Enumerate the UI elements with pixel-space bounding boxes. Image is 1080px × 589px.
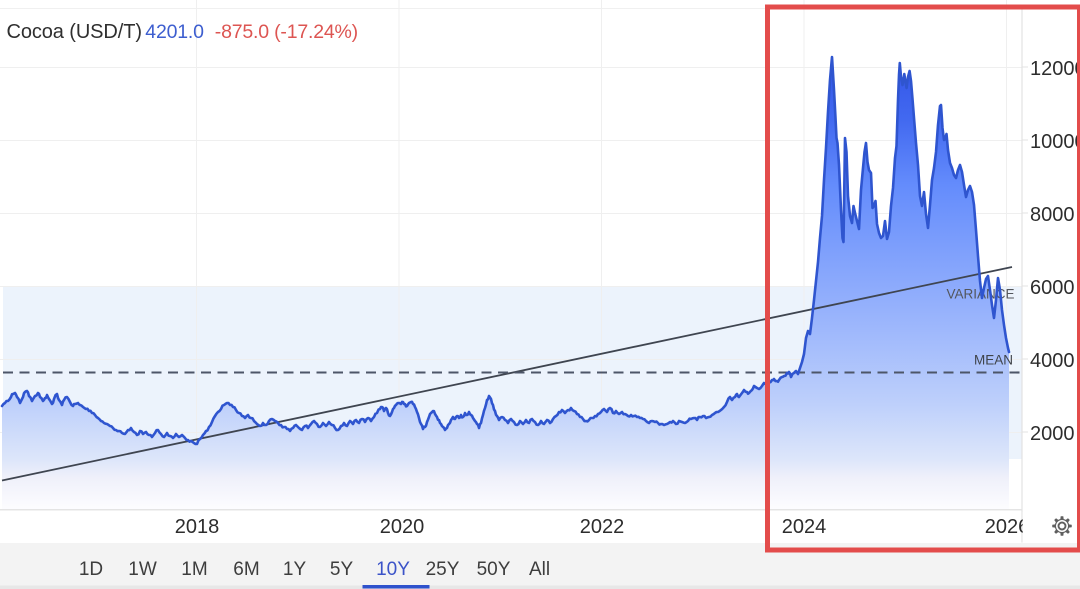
svg-text:1W: 1W: [128, 559, 157, 580]
svg-text:4201.0: 4201.0: [145, 21, 204, 43]
svg-text:25Y: 25Y: [426, 559, 460, 580]
svg-text:All: All: [529, 559, 550, 580]
svg-text:2018: 2018: [175, 516, 220, 538]
svg-text:2022: 2022: [580, 516, 625, 538]
svg-text:8000: 8000: [1030, 204, 1075, 226]
svg-text:Cocoa (USD/T): Cocoa (USD/T): [7, 21, 142, 43]
svg-text:2020: 2020: [380, 516, 425, 538]
svg-text:1Y: 1Y: [283, 559, 307, 580]
svg-text:MEAN: MEAN: [974, 353, 1013, 368]
svg-text:2000: 2000: [1030, 423, 1075, 445]
svg-text:4000: 4000: [1030, 350, 1075, 372]
svg-text:2024: 2024: [782, 516, 827, 538]
svg-text:10Y: 10Y: [376, 559, 410, 580]
svg-text:10000: 10000: [1030, 131, 1080, 153]
svg-text:1D: 1D: [79, 559, 103, 580]
svg-text:5Y: 5Y: [330, 559, 354, 580]
svg-text:2026: 2026: [985, 516, 1030, 538]
svg-text:6000: 6000: [1030, 277, 1075, 299]
svg-text:6M: 6M: [233, 559, 259, 580]
svg-text:1M: 1M: [181, 559, 207, 580]
svg-text:50Y: 50Y: [477, 559, 511, 580]
svg-text:12000: 12000: [1030, 58, 1080, 80]
svg-text:-875.0 (-17.24%): -875.0 (-17.24%): [215, 21, 358, 43]
